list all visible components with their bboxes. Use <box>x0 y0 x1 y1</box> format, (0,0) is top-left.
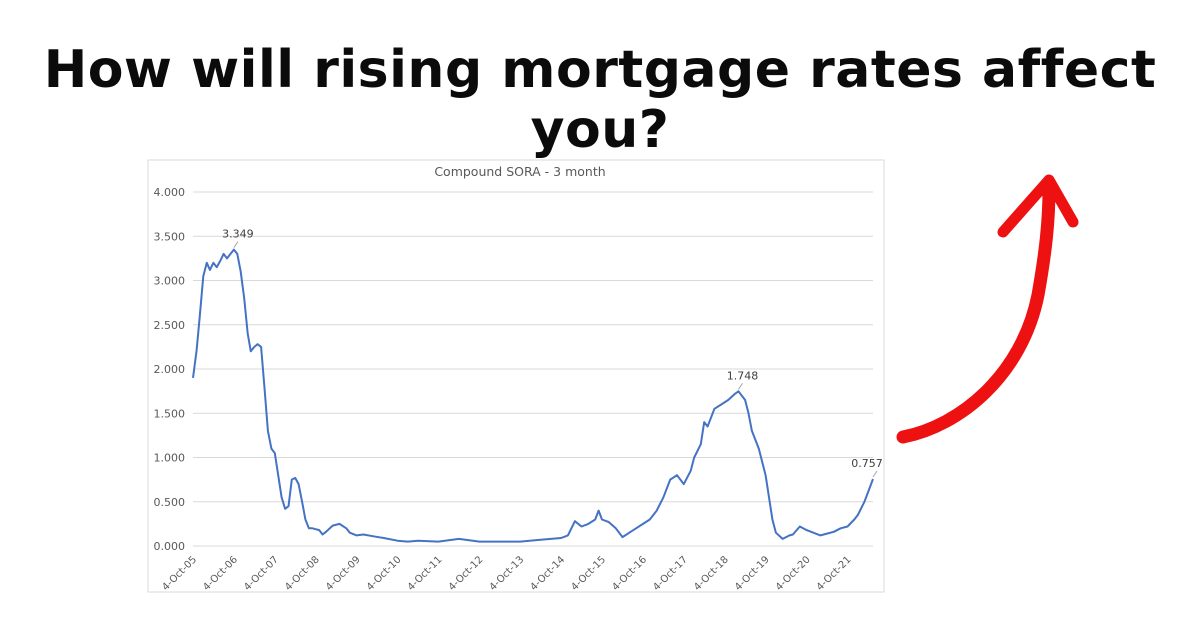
y-tick-label: 1.500 <box>154 407 186 420</box>
y-tick-label: 2.500 <box>154 319 186 332</box>
x-tick-label: 4-Oct-21 <box>815 554 854 593</box>
data-label: 1.748 <box>727 369 759 382</box>
y-tick-label: 3.500 <box>154 230 186 243</box>
arrow-head <box>997 174 1079 238</box>
x-tick-label: 4-Oct-20 <box>774 554 813 593</box>
y-tick-label: 3.000 <box>154 275 186 288</box>
x-tick-label: 4-Oct-17 <box>651 554 690 593</box>
x-tick-label: 4-Oct-06 <box>201 554 240 593</box>
x-tick-label: 4-Oct-13 <box>488 554 527 593</box>
x-tick-label: 4-Oct-14 <box>528 554 567 593</box>
data-label-leader <box>233 241 239 248</box>
x-tick-label: 4-Oct-12 <box>447 554 486 593</box>
data-label: 0.757 <box>851 457 883 470</box>
x-tick-label: 4-Oct-07 <box>242 554 281 593</box>
x-tick-label: 4-Oct-18 <box>692 554 731 593</box>
x-tick-label: 4-Oct-11 <box>406 554 445 593</box>
series-line <box>192 248 874 543</box>
y-tick-label: 0.000 <box>154 540 186 553</box>
x-tick-label: 4-Oct-19 <box>733 554 772 593</box>
headline: How will rising mortgage rates affect yo… <box>43 40 1157 160</box>
data-label: 3.349 <box>222 228 254 241</box>
chart-title: Compound SORA - 3 month <box>434 164 605 179</box>
y-tick-label: 4.000 <box>154 186 186 199</box>
x-tick-label: 4-Oct-10 <box>365 554 404 593</box>
data-label-leader <box>872 470 878 478</box>
x-tick-label: 4-Oct-09 <box>324 554 363 593</box>
y-tick-label: 1.000 <box>154 452 186 465</box>
x-tick-label: 4-Oct-16 <box>610 554 649 593</box>
arrow-icon <box>896 174 1079 444</box>
y-tick-label: 2.000 <box>154 363 186 376</box>
x-tick-label: 4-Oct-15 <box>569 554 608 593</box>
x-tick-label: 4-Oct-05 <box>160 554 199 593</box>
arrow-shaft <box>896 181 1056 444</box>
y-tick-label: 0.500 <box>154 496 186 509</box>
data-label-leader <box>738 383 743 390</box>
x-tick-label: 4-Oct-08 <box>283 554 322 593</box>
chart-frame <box>147 159 885 593</box>
